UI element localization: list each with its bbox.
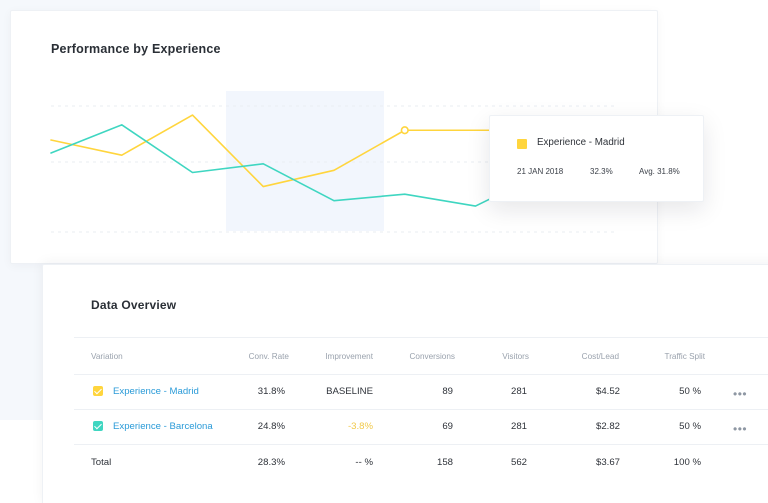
total-conversions: 158	[436, 457, 453, 468]
visitors-madrid: 281	[510, 386, 527, 397]
header-conv-rate: Conv. Rate	[248, 352, 289, 361]
total-label: Total	[91, 457, 112, 468]
row-checkbox-madrid[interactable]	[93, 386, 103, 396]
data-overview-title: Data Overview	[91, 298, 177, 312]
traffic-split-barcelona: 50 %	[679, 421, 701, 432]
chart-tooltip: Experience - Madrid 21 JAN 2018 32.3% Av…	[489, 115, 704, 202]
variation-link-barcelona[interactable]: Experience - Barcelona	[113, 421, 213, 432]
tooltip-series-name: Experience - Madrid	[537, 137, 625, 148]
cost-lead-barcelona: $2.82	[595, 421, 620, 432]
row-checkbox-barcelona[interactable]	[93, 421, 103, 431]
row-divider-2	[74, 444, 768, 445]
conversions-barcelona: 69	[442, 421, 453, 432]
improvement-barcelona: -3.8%	[347, 421, 373, 432]
chart-highlight-point	[400, 126, 409, 135]
row-divider-1	[74, 409, 768, 410]
variation-link-madrid[interactable]: Experience - Madrid	[113, 386, 199, 397]
header-variation: Variation	[91, 352, 123, 361]
tooltip-series-swatch	[517, 139, 527, 149]
header-divider	[74, 374, 768, 375]
conversions-madrid: 89	[442, 386, 453, 397]
cost-lead-madrid: $4.52	[595, 386, 620, 397]
tooltip-date: 21 JAN 2018	[517, 167, 564, 176]
visitors-barcelona: 281	[510, 421, 527, 432]
data-overview-card: Data Overview Variation Conv. Rate Impro…	[42, 264, 768, 503]
row-more-menu-madrid[interactable]: •••	[733, 387, 748, 401]
traffic-split-madrid: 50 %	[679, 386, 701, 397]
total-improvement: -- %	[355, 457, 373, 468]
header-cost-lead: Cost/Lead	[581, 352, 619, 361]
chart-title: Performance by Experience	[51, 42, 221, 56]
improvement-madrid: BASELINE	[326, 386, 373, 397]
chart-highlight-band	[226, 91, 384, 231]
tooltip-average: Avg. 31.8%	[639, 167, 680, 176]
conv-rate-madrid: 31.8%	[257, 386, 285, 397]
conv-rate-barcelona: 24.8%	[257, 421, 285, 432]
total-traffic-split: 100 %	[673, 457, 701, 468]
table-top-divider	[74, 337, 768, 338]
total-cost-lead: $3.67	[595, 457, 620, 468]
header-improvement: Improvement	[325, 352, 373, 361]
total-conv-rate: 28.3%	[257, 457, 285, 468]
tooltip-value: 32.3%	[590, 167, 613, 176]
header-conversions: Conversions	[409, 352, 455, 361]
performance-line-chart[interactable]	[11, 11, 657, 263]
header-visitors: Visitors	[502, 352, 529, 361]
header-traffic-split: Traffic Split	[664, 352, 706, 361]
row-more-menu-barcelona[interactable]: •••	[733, 422, 748, 436]
total-visitors: 562	[510, 457, 527, 468]
